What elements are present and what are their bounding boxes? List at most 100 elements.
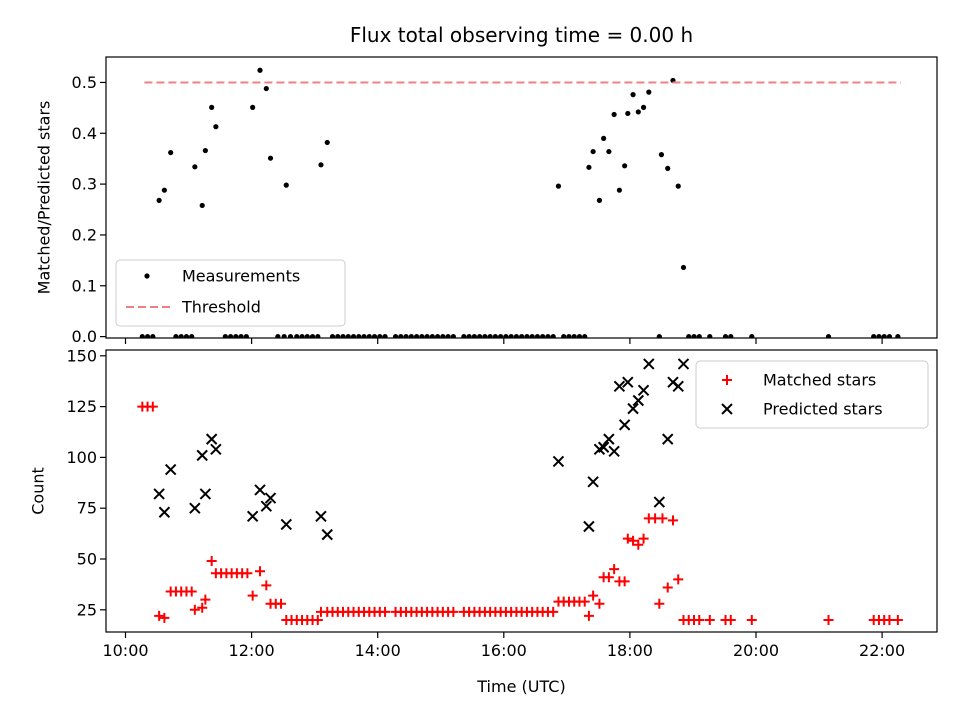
- x-tick-label: 18:00: [607, 641, 653, 660]
- measurement-point: [309, 334, 316, 338]
- legend-label-matched: Matched stars: [763, 371, 876, 390]
- matched-star-point: [147, 401, 158, 412]
- matched-star-point: [159, 612, 170, 623]
- x-tick-label: 14:00: [355, 641, 401, 660]
- measurement-point: [524, 334, 530, 338]
- matched-star-point: [154, 610, 165, 621]
- measurement-point: [576, 334, 583, 338]
- predicted-star-point: [583, 520, 595, 533]
- measurement-point: [466, 334, 472, 338]
- matched-star-point: [633, 539, 644, 550]
- matched-star-point: [200, 594, 211, 605]
- legend-box: [695, 360, 929, 429]
- measurement-point: [227, 334, 234, 338]
- matched-star-point: [609, 564, 620, 575]
- y-tick-label: 25: [77, 600, 97, 619]
- y-tick-label: 50: [77, 550, 97, 569]
- y-tick-label: 0.3: [72, 175, 97, 194]
- legend-matched-marker: [722, 375, 732, 385]
- measurement-point: [445, 334, 451, 338]
- matched-star-point: [667, 515, 678, 526]
- legend-label-predicted: Predicted stars: [763, 400, 883, 419]
- measurement-point: [611, 111, 617, 118]
- y-tick-label: 0.5: [72, 73, 97, 92]
- matched-star-point: [638, 533, 649, 544]
- measurement-point: [398, 334, 404, 338]
- predicted-star-point: [153, 488, 165, 500]
- legend-measurement-marker: [144, 273, 150, 279]
- measurement-point: [356, 334, 362, 338]
- y-tick-label: 100: [66, 448, 97, 467]
- matched-star-point: [619, 576, 630, 587]
- predicted-star-point: [662, 433, 674, 445]
- x-axis-title: Time (UTC): [476, 677, 565, 696]
- measurement-point: [222, 334, 228, 338]
- measurement-point: [183, 334, 190, 338]
- predicted-star-point: [315, 510, 327, 523]
- y-tick-label: 125: [66, 397, 97, 416]
- measurement-point: [257, 67, 263, 73]
- measurement-point: [513, 334, 520, 338]
- measurement-point: [408, 334, 414, 338]
- matched-star-point: [261, 580, 272, 591]
- predicted-star-point: [587, 476, 599, 488]
- matched-star-point: [603, 572, 614, 583]
- matched-star-point: [657, 513, 668, 524]
- measurement-point: [250, 104, 256, 110]
- matched-star-point: [242, 568, 253, 579]
- measurement-point: [749, 334, 755, 338]
- measurement-point: [492, 334, 498, 338]
- y-axis-title: Count: [29, 467, 48, 515]
- y-tick-label: 0.1: [72, 276, 97, 295]
- measurement-point: [238, 334, 244, 338]
- measurement-point: [571, 334, 577, 338]
- measurement-point: [429, 334, 435, 338]
- measurement-point: [419, 334, 425, 338]
- matched-star-point: [694, 614, 705, 625]
- legend-label-measurements: Measurements: [182, 267, 300, 286]
- measurement-point: [529, 334, 535, 338]
- measurement-point: [646, 89, 652, 95]
- y-tick-label: 75: [77, 499, 97, 518]
- matched-star-point: [628, 535, 639, 546]
- measurement-point: [318, 162, 324, 168]
- matched-star-point: [725, 614, 736, 625]
- measurement-point: [519, 334, 525, 338]
- measurement-point: [434, 334, 441, 338]
- predicted-star-point: [632, 394, 645, 407]
- measurement-point: [345, 334, 351, 338]
- matched-star-point: [746, 614, 757, 625]
- measurement-point: [881, 334, 887, 338]
- measurement-point: [233, 334, 239, 338]
- matched-star-point: [654, 598, 665, 609]
- predicted-star-point: [321, 528, 333, 541]
- measurement-point: [366, 334, 372, 338]
- matched-star-point: [662, 582, 673, 593]
- matched-star-point: [380, 606, 391, 617]
- y-tick-label: 0.0: [72, 327, 97, 346]
- matched-star-point: [255, 566, 266, 577]
- chart-title: Flux total observing time = 0.00 h: [350, 23, 693, 47]
- predicted-star-point: [158, 506, 171, 518]
- measurement-point: [156, 197, 162, 203]
- measurement-point: [886, 334, 893, 338]
- measurement-point: [424, 334, 430, 338]
- measurement-point: [413, 334, 420, 338]
- measurement-point: [340, 334, 346, 338]
- measurement-point: [616, 187, 622, 193]
- measurement-point: [324, 139, 330, 146]
- matched-star-point: [583, 610, 594, 621]
- measurement-point: [630, 92, 636, 98]
- matched-star-point: [197, 602, 208, 613]
- measurement-point: [722, 334, 729, 338]
- predicted-star-point: [603, 433, 615, 445]
- legend-0: Measurements Threshold: [115, 259, 346, 327]
- matched-star-point: [312, 614, 323, 625]
- measurement-point: [450, 334, 456, 338]
- plot-area-0: [139, 67, 901, 338]
- measurement-point: [173, 334, 179, 338]
- predicted-star-point: [196, 449, 208, 462]
- measurement-point: [487, 334, 493, 338]
- predicted-star-point: [653, 496, 666, 508]
